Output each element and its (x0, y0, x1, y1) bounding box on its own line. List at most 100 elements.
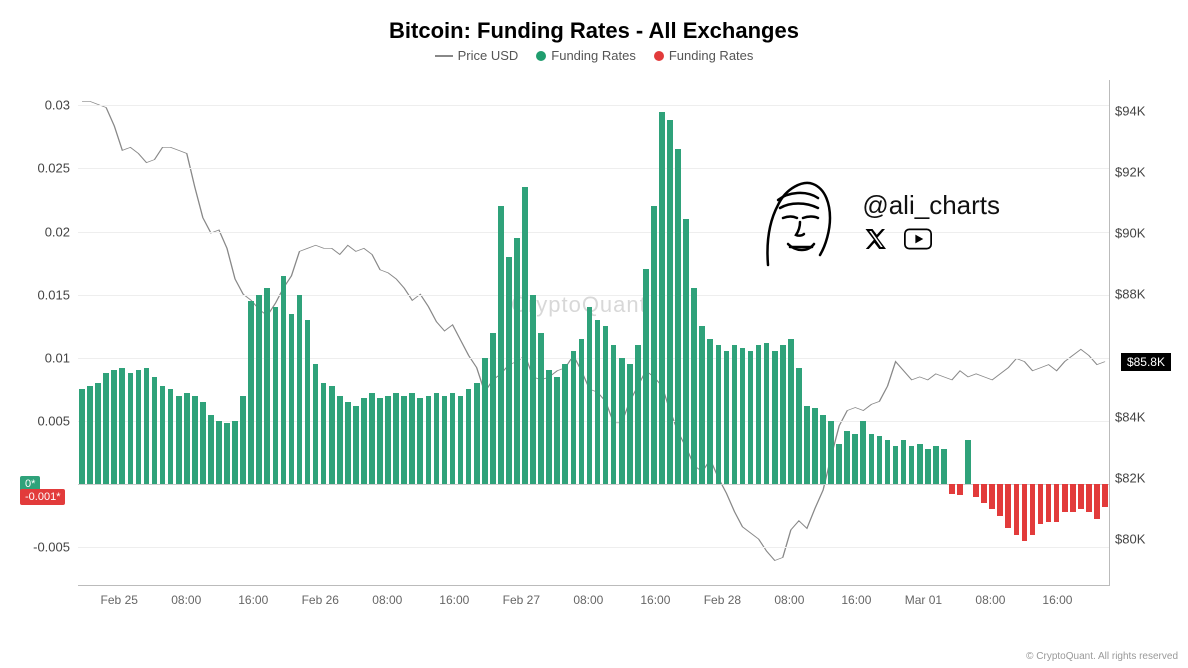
funding-bar (933, 446, 939, 484)
funding-bar (514, 238, 520, 484)
funding-bar (208, 415, 214, 484)
x-tick: 16:00 (1042, 593, 1072, 607)
funding-bar (619, 358, 625, 484)
funding-bar (176, 396, 182, 484)
funding-bar (546, 370, 552, 484)
funding-bar (1014, 484, 1020, 535)
funding-bar (305, 320, 311, 484)
funding-bar (869, 434, 875, 485)
funding-bar (1094, 484, 1100, 519)
funding-bar (1030, 484, 1036, 535)
funding-bar (192, 396, 198, 484)
funding-bar (603, 326, 609, 484)
funding-bar (168, 389, 174, 484)
funding-bar (337, 396, 343, 484)
youtube-icon[interactable] (904, 227, 932, 251)
funding-bar (353, 406, 359, 484)
plot-region: CryptoQuant 0.030.0250.020.0150.010.005-… (78, 80, 1110, 586)
y-right-tick: $84K (1115, 409, 1165, 424)
y-right-tick: $90K (1115, 226, 1165, 241)
funding-bar (804, 406, 810, 484)
funding-bar (756, 345, 762, 484)
funding-bar (699, 326, 705, 484)
funding-bar (200, 402, 206, 484)
funding-bar (812, 408, 818, 484)
legend-dot-icon (654, 51, 664, 61)
funding-bar (925, 449, 931, 484)
y-right-tick: $88K (1115, 287, 1165, 302)
funding-bar (482, 358, 488, 484)
current-price-badge: $85.8K (1121, 353, 1171, 371)
funding-bar (764, 343, 770, 484)
funding-bar (571, 351, 577, 484)
funding-bar (1086, 484, 1092, 512)
chart-title: Bitcoin: Funding Rates - All Exchanges (0, 0, 1188, 44)
x-tick: Feb 25 (101, 593, 138, 607)
funding-bar (450, 393, 456, 484)
funding-bar (224, 423, 230, 484)
x-tick: Feb 26 (302, 593, 339, 607)
x-tick: 16:00 (841, 593, 871, 607)
funding-bar (369, 393, 375, 484)
funding-bar (498, 206, 504, 484)
funding-bar (136, 370, 142, 484)
funding-bar (748, 351, 754, 484)
funding-bar (780, 345, 786, 484)
avatar-sketch-icon (748, 170, 848, 270)
x-icon[interactable] (862, 227, 890, 251)
x-tick: 16:00 (640, 593, 670, 607)
funding-bar (941, 449, 947, 484)
x-tick: 08:00 (573, 593, 603, 607)
y-right-tick: $94K (1115, 103, 1165, 118)
y-left-tick: 0.025 (18, 161, 70, 176)
funding-bar (345, 402, 351, 484)
funding-bar (997, 484, 1003, 516)
funding-bar (836, 444, 842, 484)
funding-bar (627, 364, 633, 484)
x-tick: 08:00 (372, 593, 402, 607)
funding-bar (377, 398, 383, 484)
legend-item-funding-pos: Funding Rates (536, 48, 636, 63)
funding-bar (530, 295, 536, 484)
funding-bar (1078, 484, 1084, 509)
funding-bar (707, 339, 713, 484)
funding-bar (683, 219, 689, 484)
funding-bar (635, 345, 641, 484)
funding-bar (554, 377, 560, 484)
funding-bar (79, 389, 85, 484)
funding-bar (442, 396, 448, 484)
funding-bar (667, 120, 673, 484)
funding-bar (796, 368, 802, 484)
funding-bar (957, 484, 963, 495)
funding-bar (409, 393, 415, 484)
neg-badge: -0.001* (20, 489, 65, 505)
funding-bar (909, 446, 915, 484)
y-left-tick: 0.01 (18, 350, 70, 365)
legend-item-price: Price USD (435, 48, 519, 63)
funding-bar (184, 393, 190, 484)
funding-bar (152, 377, 158, 484)
funding-bar (844, 431, 850, 484)
funding-bar (1062, 484, 1068, 512)
funding-bar (772, 351, 778, 484)
funding-bar (643, 269, 649, 484)
funding-bar (1046, 484, 1052, 522)
funding-bar (917, 444, 923, 484)
funding-bar (248, 301, 254, 484)
funding-bar (95, 383, 101, 484)
funding-bar (965, 440, 971, 484)
funding-bar (885, 440, 891, 484)
legend-label: Funding Rates (551, 48, 636, 63)
funding-bar (273, 307, 279, 484)
funding-bar (611, 345, 617, 484)
y-left-tick: -0.005 (18, 540, 70, 555)
funding-bar (595, 320, 601, 484)
legend-line-icon (435, 55, 453, 57)
x-tick: 16:00 (439, 593, 469, 607)
funding-bar (522, 187, 528, 484)
chart-area: CryptoQuant 0.030.0250.020.0150.010.005-… (78, 80, 1110, 614)
funding-bar (716, 345, 722, 484)
x-tick: Feb 28 (704, 593, 741, 607)
funding-bar (1022, 484, 1028, 541)
funding-bar (256, 295, 262, 484)
